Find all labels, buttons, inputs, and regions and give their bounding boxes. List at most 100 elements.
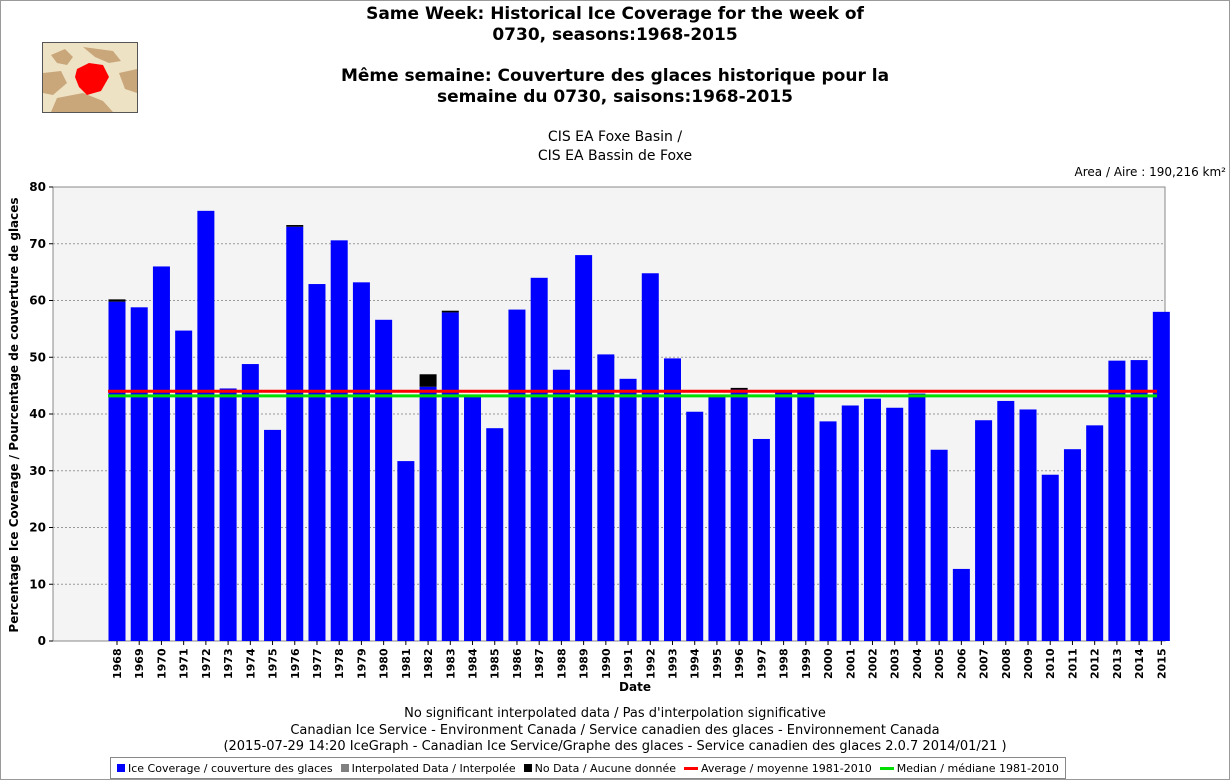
bar-1972 bbox=[197, 210, 215, 641]
x-tick-label-1968: 1968 bbox=[111, 648, 124, 679]
region-map-thumbnail bbox=[42, 42, 138, 113]
bar-2001 bbox=[841, 405, 859, 641]
bar-1992 bbox=[641, 273, 659, 641]
x-tick-label-2000: 2000 bbox=[822, 648, 835, 679]
x-axis-label: Date bbox=[619, 680, 651, 694]
x-tick-label-1972: 1972 bbox=[200, 648, 213, 679]
x-tick-label-2002: 2002 bbox=[866, 648, 879, 679]
bar-1980 bbox=[375, 319, 393, 641]
bar-2003 bbox=[886, 407, 904, 641]
bar-1987 bbox=[530, 277, 548, 641]
x-tick-label-1976: 1976 bbox=[289, 648, 302, 679]
bar-1999 bbox=[797, 392, 815, 641]
bar-1994 bbox=[686, 411, 704, 641]
x-tick-label-1981: 1981 bbox=[400, 648, 413, 679]
nodata-bar-1983 bbox=[441, 310, 459, 313]
y-tick-label: 30 bbox=[29, 464, 46, 478]
bar-1985 bbox=[486, 428, 504, 641]
legend-item: Median / médiane 1981-2010 bbox=[879, 762, 1059, 775]
chart-title-fr-line1: Même semaine: Couverture des glaces hist… bbox=[340, 66, 890, 86]
y-tick-label: 60 bbox=[29, 294, 46, 308]
bar-2013 bbox=[1108, 360, 1126, 641]
x-tick-label-2014: 2014 bbox=[1133, 648, 1146, 679]
footer-interpolation-note: No significant interpolated data / Pas d… bbox=[404, 706, 826, 721]
x-tick-label-1995: 1995 bbox=[711, 648, 724, 679]
nodata-bar-1976 bbox=[286, 225, 304, 227]
x-tick-label-2008: 2008 bbox=[1000, 648, 1013, 679]
bar-1998 bbox=[775, 390, 793, 641]
x-tick-label-1978: 1978 bbox=[333, 648, 346, 679]
bar-1969 bbox=[130, 307, 148, 641]
legend-label: No Data / Aucune donnée bbox=[534, 761, 676, 775]
x-tick-label-1984: 1984 bbox=[467, 648, 480, 679]
x-tick-label-1973: 1973 bbox=[222, 648, 235, 679]
x-tick-label-2004: 2004 bbox=[911, 648, 924, 679]
y-tick-label: 10 bbox=[29, 577, 46, 591]
legend-label: Interpolated Data / Interpolée bbox=[351, 761, 516, 775]
area-label: Area / Aire : 190,216 km² bbox=[1074, 165, 1226, 179]
x-tick-label-1974: 1974 bbox=[244, 648, 257, 679]
bar-2008 bbox=[997, 400, 1015, 641]
x-tick-label-1998: 1998 bbox=[778, 648, 791, 679]
x-tick-label-2010: 2010 bbox=[1044, 648, 1057, 679]
nodata-bar-1968 bbox=[108, 299, 126, 302]
bar-1988 bbox=[552, 369, 570, 641]
x-tick-label-1993: 1993 bbox=[667, 648, 680, 679]
legend-item: Ice Coverage / couverture des glaces bbox=[117, 762, 333, 775]
bar-1993 bbox=[664, 358, 681, 641]
x-tick-label-1979: 1979 bbox=[355, 648, 368, 679]
bar-1979 bbox=[352, 282, 370, 641]
chart-title-fr-line2: semaine du 0730, saisons:1968-2015 bbox=[436, 87, 793, 107]
bar-1977 bbox=[308, 284, 326, 641]
x-tick-label-1980: 1980 bbox=[378, 648, 391, 679]
bar-1975 bbox=[264, 429, 282, 641]
x-tick-label-2006: 2006 bbox=[955, 648, 968, 679]
x-tick-label-1975: 1975 bbox=[267, 648, 280, 679]
bar-1986 bbox=[508, 309, 526, 641]
y-tick-label: 70 bbox=[29, 237, 46, 251]
legend: Ice Coverage / couverture des glaces Inte… bbox=[110, 757, 1066, 779]
y-axis-label: Percentage Ice Coverage / Pourcentage de… bbox=[7, 197, 21, 633]
bar-1981 bbox=[397, 461, 415, 641]
x-tick-label-2012: 2012 bbox=[1089, 648, 1102, 679]
region-name-en: CIS EA Foxe Basin / bbox=[547, 129, 683, 145]
legend-swatch bbox=[117, 764, 125, 772]
y-tick-label: 40 bbox=[29, 407, 46, 421]
x-tick-label-1986: 1986 bbox=[511, 648, 524, 679]
bar-2011 bbox=[1063, 449, 1081, 641]
bar-2002 bbox=[863, 398, 881, 641]
x-tick-label-2001: 2001 bbox=[844, 648, 857, 679]
x-tick-label-1996: 1996 bbox=[733, 648, 746, 679]
x-tick-label-1994: 1994 bbox=[689, 648, 702, 679]
bar-1973 bbox=[219, 388, 237, 641]
y-tick-label: 50 bbox=[29, 350, 46, 364]
legend-item: Interpolated Data / Interpolée bbox=[340, 761, 516, 775]
x-tick-label-1970: 1970 bbox=[155, 648, 168, 679]
x-tick-label-1985: 1985 bbox=[489, 648, 502, 679]
bar-1983 bbox=[441, 312, 459, 641]
bar-2009 bbox=[1019, 409, 1037, 641]
region-name-fr: CIS EA Bassin de Foxe bbox=[537, 148, 693, 164]
bar-2012 bbox=[1086, 425, 1104, 641]
bar-2006 bbox=[952, 568, 970, 641]
legend-label: Ice Coverage / couverture des glaces bbox=[128, 761, 333, 775]
x-tick-label-2003: 2003 bbox=[889, 648, 902, 679]
bar-2010 bbox=[1041, 474, 1059, 641]
x-tick-label-1999: 1999 bbox=[800, 648, 813, 679]
bar-2015 bbox=[1152, 311, 1170, 641]
legend-swatch bbox=[879, 766, 894, 770]
legend-swatch bbox=[340, 764, 349, 772]
legend-swatch bbox=[523, 764, 532, 772]
x-tick-label-1988: 1988 bbox=[555, 648, 568, 679]
x-tick-label-2005: 2005 bbox=[933, 648, 946, 679]
bar-1997 bbox=[752, 438, 770, 641]
bar-1984 bbox=[464, 395, 482, 641]
x-tick-label-2009: 2009 bbox=[1022, 648, 1035, 679]
bar-1970 bbox=[152, 266, 170, 641]
bar-1974 bbox=[241, 364, 259, 641]
bar-2007 bbox=[975, 420, 993, 641]
bar-2000 bbox=[819, 421, 837, 641]
x-tick-label-2015: 2015 bbox=[1155, 648, 1168, 679]
x-tick-label-1989: 1989 bbox=[578, 648, 591, 679]
